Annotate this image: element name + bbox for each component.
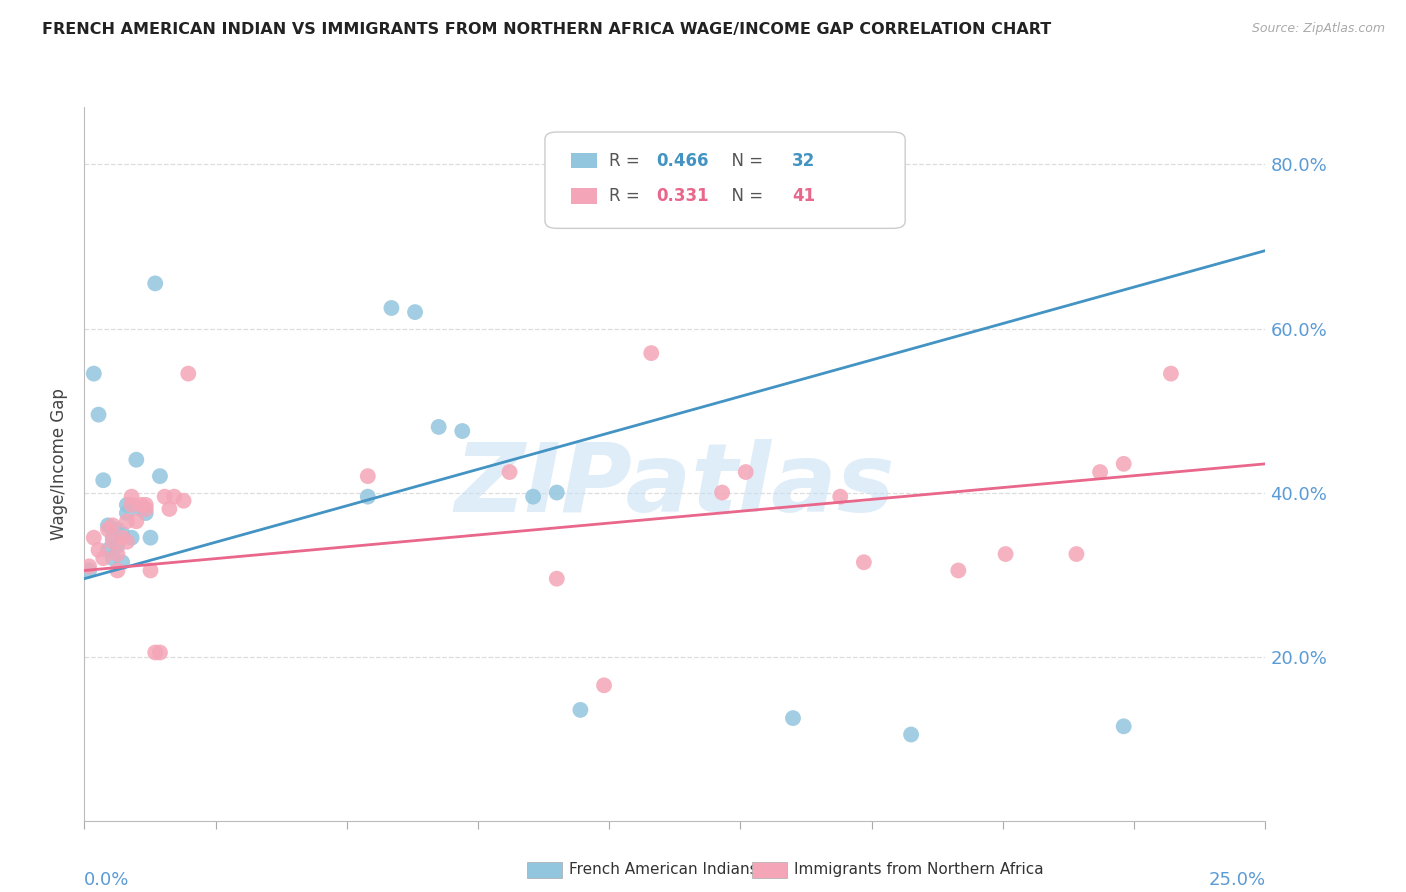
Point (111, 526, 134, 541)
Point (87, 408, 110, 422)
Point (782, 711, 804, 725)
Point (101, 534, 124, 549)
Point (1112, 457, 1135, 471)
Point (157, 502, 180, 516)
Point (139, 564, 162, 578)
Text: FRENCH AMERICAN INDIAN VS IMMIGRANTS FROM NORTHERN AFRICA WAGE/INCOME GAP CORREL: FRENCH AMERICAN INDIAN VS IMMIGRANTS FRO… (42, 22, 1052, 37)
Point (569, 703, 592, 717)
Point (139, 531, 162, 545)
Point (153, 490, 176, 504)
Text: Immigrants from Northern Africa: Immigrants from Northern Africa (794, 863, 1045, 877)
Point (101, 531, 124, 545)
Point (135, 498, 157, 512)
Text: N =: N = (721, 152, 768, 169)
Text: 32: 32 (792, 152, 815, 169)
Point (143, 277, 166, 291)
Point (404, 305, 426, 319)
Point (129, 498, 152, 512)
Point (107, 564, 129, 578)
Point (115, 506, 138, 520)
Text: 0.0%: 0.0% (84, 871, 129, 888)
Point (1066, 547, 1088, 561)
Point (163, 490, 186, 504)
Point (121, 490, 143, 504)
Point (522, 490, 544, 504)
Point (994, 547, 1017, 561)
Y-axis label: Wage/Income Gap: Wage/Income Gap (51, 388, 69, 540)
Point (135, 506, 157, 520)
Point (149, 645, 172, 659)
Point (107, 539, 129, 553)
Text: N =: N = (721, 187, 768, 205)
Point (115, 534, 138, 549)
Point (852, 555, 875, 569)
Point (357, 490, 380, 504)
Point (97, 523, 120, 537)
Point (91, 551, 114, 566)
Point (115, 514, 138, 528)
Point (177, 367, 200, 381)
Point (121, 531, 143, 545)
Point (546, 485, 568, 500)
Point (111, 531, 134, 545)
Point (111, 555, 134, 569)
Point (121, 498, 143, 512)
Point (1112, 719, 1135, 733)
Point (77, 564, 100, 578)
Point (640, 346, 662, 360)
Point (101, 551, 124, 566)
Point (1088, 465, 1111, 479)
Point (97, 543, 120, 558)
Point (129, 502, 152, 516)
Text: French American Indians: French American Indians (569, 863, 758, 877)
FancyBboxPatch shape (571, 153, 598, 169)
Point (149, 469, 172, 483)
Text: 0.331: 0.331 (657, 187, 709, 205)
Point (115, 498, 138, 512)
Point (97, 518, 120, 533)
Point (498, 465, 520, 479)
Text: ZIPatlas: ZIPatlas (454, 439, 896, 532)
Point (357, 469, 380, 483)
Point (135, 502, 157, 516)
Point (948, 564, 970, 578)
Text: 0.466: 0.466 (657, 152, 709, 169)
Point (380, 301, 402, 315)
Text: 25.0%: 25.0% (1208, 871, 1265, 888)
Point (173, 493, 195, 508)
Point (593, 678, 616, 692)
Point (101, 518, 124, 533)
Point (125, 452, 148, 467)
FancyBboxPatch shape (571, 188, 598, 204)
Point (1160, 367, 1182, 381)
Point (83, 531, 105, 545)
Point (711, 485, 734, 500)
Point (546, 572, 568, 586)
Point (451, 424, 474, 438)
Text: R =: R = (609, 187, 645, 205)
Point (830, 490, 852, 504)
Point (107, 547, 129, 561)
Point (427, 420, 450, 434)
Point (91, 473, 114, 487)
Point (77, 559, 100, 574)
Text: 41: 41 (792, 187, 815, 205)
Text: Source: ZipAtlas.com: Source: ZipAtlas.com (1251, 22, 1385, 36)
Point (87, 543, 110, 558)
Point (734, 465, 756, 479)
Point (107, 523, 129, 537)
FancyBboxPatch shape (546, 132, 905, 228)
Text: R =: R = (609, 152, 645, 169)
Point (900, 727, 922, 741)
Point (83, 367, 105, 381)
Point (125, 514, 148, 528)
Point (143, 645, 166, 659)
